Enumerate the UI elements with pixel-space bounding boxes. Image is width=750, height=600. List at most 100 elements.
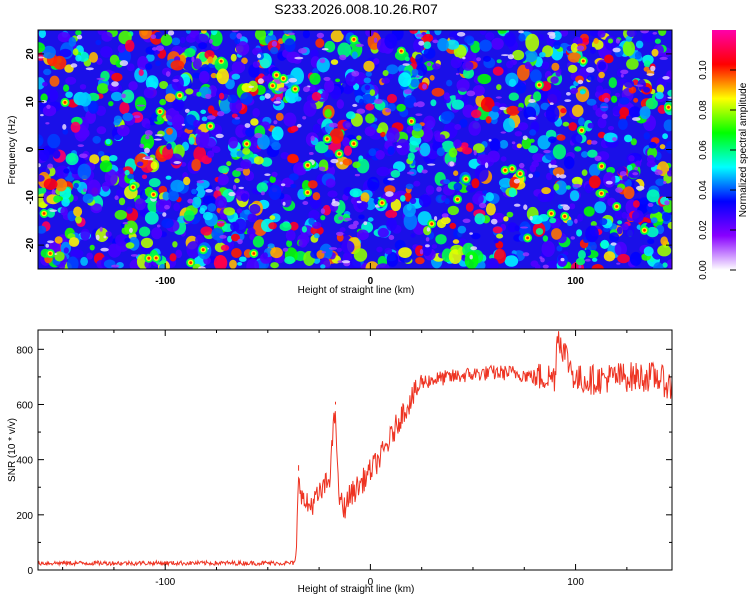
spectrogram-cell <box>560 108 567 114</box>
spectrogram-cell <box>150 34 157 39</box>
spectrogram-cell <box>323 76 331 81</box>
spectrogram-cell <box>116 188 125 199</box>
spectrogram-cell <box>518 33 526 42</box>
spectrogram-cell <box>65 76 77 85</box>
spectrogram-cell <box>600 164 603 168</box>
spectrogram-cell <box>647 238 655 244</box>
spectrogram-cell <box>138 69 144 76</box>
spectrogram-cell <box>325 178 336 188</box>
spectrogram-cell <box>621 211 628 219</box>
spectrogram-cell <box>139 143 145 148</box>
spectrogram-cell <box>425 237 430 242</box>
snr-x-tick-label: 0 <box>368 577 374 588</box>
spectrogram-cell <box>567 52 582 63</box>
spectrogram-cell <box>541 187 551 195</box>
spectrogram-cell <box>209 124 212 128</box>
spectrogram-cell <box>375 263 390 269</box>
spectrogram-cell <box>270 47 279 55</box>
spectrogram-cell <box>365 30 374 37</box>
spectrogram-cell <box>70 121 81 133</box>
spectrogram-cell <box>431 87 445 97</box>
spectrogram-cell <box>145 54 155 62</box>
spectrogram-cell <box>415 113 423 116</box>
spectrogram-cell <box>485 192 495 202</box>
spectrogram-cell <box>344 217 352 221</box>
spectrogram-cell <box>124 237 131 243</box>
spectrogram-cell <box>43 68 52 76</box>
spectrogram-cell <box>184 108 190 113</box>
spectrogram-cell <box>523 106 537 120</box>
spectrogram-cell <box>457 225 467 234</box>
spectrogram-cell <box>352 161 361 169</box>
spectrogram-cell <box>535 228 544 235</box>
spectrogram-cell <box>65 152 79 166</box>
spectrogram-cell <box>287 153 299 163</box>
spectrogram-cell <box>667 105 670 109</box>
spectrogram-cell <box>99 226 103 232</box>
spectrogram-cell <box>232 169 241 178</box>
spectrogram-cell <box>550 76 559 84</box>
spectrogram-cell <box>38 30 46 39</box>
spectrogram-cell <box>303 100 317 117</box>
spectrogram-cell <box>357 201 369 210</box>
spectrogram-cell <box>261 191 265 196</box>
spectrogram-cell <box>143 87 158 99</box>
spectrogram-cell <box>302 30 310 39</box>
spectrogram-cell <box>364 84 371 91</box>
spectrogram-cell <box>181 123 186 126</box>
spectrogram-cell <box>655 91 664 100</box>
spectrogram-cell <box>404 95 417 108</box>
spectrogram-cell <box>431 244 438 249</box>
spectrogram-cell <box>356 135 362 141</box>
spectrogram-cell <box>40 114 44 117</box>
spectrogram-cell <box>201 30 207 34</box>
spectrogram-cell <box>220 244 230 251</box>
spectrogram-y-tick-label: 10 <box>25 96 36 108</box>
spectrogram-cell <box>100 46 113 58</box>
spectrogram-cell <box>628 155 635 162</box>
spectrogram-cell <box>592 104 598 111</box>
spectrogram-cell <box>38 175 45 182</box>
spectrogram-cell <box>440 216 451 225</box>
spectrogram-cell <box>459 118 468 128</box>
spectrogram-cell <box>308 152 314 155</box>
spectrogram-cell <box>170 179 185 193</box>
spectrogram-cell <box>581 151 589 158</box>
spectrogram-cell <box>556 134 566 141</box>
spectrogram-cell <box>46 104 51 110</box>
spectrogram-cell <box>662 76 670 80</box>
spectrogram-cell <box>238 186 244 190</box>
spectrogram-cell <box>530 69 542 83</box>
spectrogram-cell <box>491 105 500 113</box>
spectrogram-cell <box>624 134 633 143</box>
spectrogram-cell <box>320 264 326 269</box>
spectrogram-cell <box>152 193 155 196</box>
spectrogram-cell <box>634 51 642 60</box>
spectrogram-cell <box>336 231 344 236</box>
spectrogram-cell <box>622 40 636 57</box>
spectrogram-cell <box>145 63 153 70</box>
spectrogram-cell <box>617 253 630 264</box>
spectrogram-cell <box>396 145 402 149</box>
spectrogram-cell <box>111 72 123 82</box>
spectrogram-cell <box>508 78 517 87</box>
spectrogram-cell <box>449 161 455 167</box>
spectrogram-cell <box>651 48 659 57</box>
spectrogram-cell <box>542 264 549 269</box>
spectrogram-cell <box>499 106 507 111</box>
spectrogram-cell <box>404 192 412 202</box>
spectrogram-cell <box>85 67 94 71</box>
spectrogram-cell <box>524 61 532 70</box>
spectrogram-cell <box>560 257 565 262</box>
spectrogram-cell <box>454 124 462 130</box>
spectrogram-cell <box>598 71 605 79</box>
spectrogram-cell <box>386 252 399 267</box>
spectrogram-cell <box>491 37 504 50</box>
spectrogram-cell <box>519 221 531 237</box>
spectrogram-cell <box>667 170 672 177</box>
spectrogram-cell <box>550 159 557 166</box>
spectrogram-cell <box>455 93 463 100</box>
spectrogram-cell <box>437 38 449 52</box>
spectrogram-cell <box>590 221 597 227</box>
spectrogram-cell <box>301 226 307 233</box>
